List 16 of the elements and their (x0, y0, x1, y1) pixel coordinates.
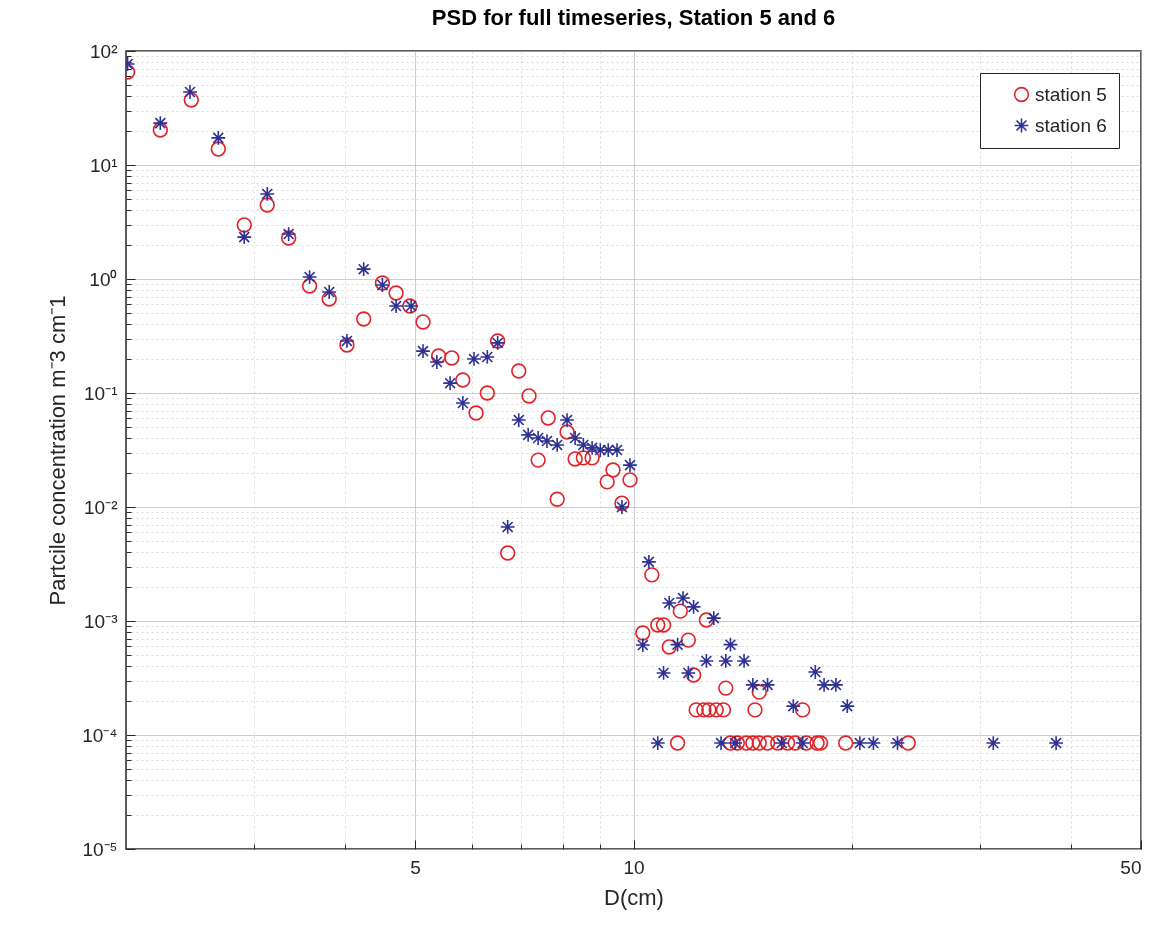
y-tick-label: 10¹ (90, 154, 118, 176)
y-tick-label: 10⁻² (84, 496, 118, 518)
y-tick-label: 10⁰ (89, 268, 118, 290)
y-tick-label: 10² (90, 40, 118, 62)
x-tick-label: 10 (623, 856, 645, 878)
y-tick-label: 10⁻¹ (84, 382, 118, 404)
y-axis-title: Partcile concentration m⁻3 cm⁻1 (45, 295, 71, 606)
x-tick-label: 50 (1120, 856, 1142, 878)
legend-label: station 6 (1035, 114, 1107, 136)
x-tick-label: 5 (410, 856, 421, 878)
y-tick-label: 10⁻⁴ (82, 724, 118, 746)
legend-label: station 5 (1035, 83, 1107, 105)
chart-title: PSD for full timeseries, Station 5 and 6 (431, 5, 836, 30)
y-tick-label: 10⁻⁵ (82, 838, 118, 860)
x-axis-title: D(cm) (604, 884, 664, 910)
y-tick-label: 10⁻³ (84, 610, 118, 632)
